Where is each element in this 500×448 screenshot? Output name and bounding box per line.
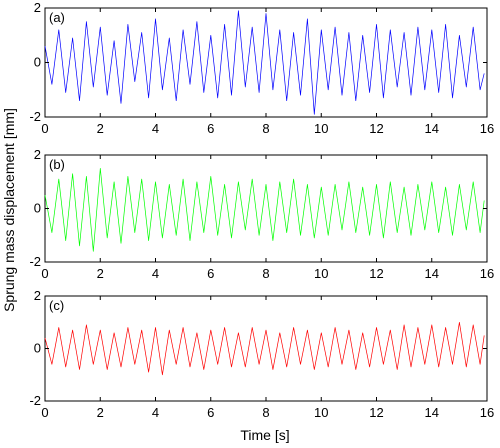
x-tick-label: 6	[207, 405, 214, 420]
y-tick-label: -2	[29, 393, 41, 408]
x-tick-label: 2	[97, 121, 104, 136]
x-tick-label: 4	[152, 266, 159, 281]
x-tick-label: 2	[97, 405, 104, 420]
y-tick-label: 2	[34, 147, 41, 162]
y-tick-label: 2	[34, 288, 41, 303]
panel-label: (c)	[49, 298, 64, 313]
y-tick-label: 2	[34, 0, 41, 15]
x-tick-label: 16	[480, 121, 494, 136]
x-tick-label: 0	[41, 121, 48, 136]
series-line-3-1	[44, 321, 485, 376]
series-line-1-1	[44, 10, 485, 115]
x-tick-label: 16	[480, 405, 494, 420]
x-axis-label: Time [s]	[240, 427, 289, 443]
x-tick-label: 10	[314, 405, 328, 420]
y-axis-label: Sprung mass displacement [mm]	[1, 108, 17, 312]
x-tick-label: 8	[262, 266, 269, 281]
panels-group: 0 2 4 6 8 10 12 14 16-202(a)0 2 4 6 8 10 12 14 16-202(b)…	[29, 0, 494, 420]
x-tick-label: 14	[425, 121, 439, 136]
x-tick-label: 6	[207, 121, 214, 136]
x-tick-label: 12	[369, 121, 383, 136]
panel-2: 0 2 4 6 8 10 12 14 16-202(b)	[29, 147, 494, 281]
x-tick-label: 8	[262, 405, 269, 420]
panel-3: 0 2 4 6 8 10 12 14 16-202(c)	[29, 288, 494, 420]
x-tick-label: 12	[369, 266, 383, 281]
x-tick-label: 0	[41, 266, 48, 281]
x-tick-label: 12	[369, 405, 383, 420]
x-tick-label: 8	[262, 121, 269, 136]
y-tick-label: -2	[29, 254, 41, 269]
y-tick-label: 0	[34, 55, 41, 70]
panel-label: (a)	[49, 10, 65, 25]
x-tick-label: 4	[152, 405, 159, 420]
x-tick-label: 4	[152, 121, 159, 136]
x-tick-label: 2	[97, 266, 104, 281]
panel-1: 0 2 4 6 8 10 12 14 16-202(a)	[29, 0, 494, 136]
plot-frame	[44, 154, 488, 263]
x-tick-label: 6	[207, 266, 214, 281]
x-tick-label: 10	[314, 266, 328, 281]
y-tick-label: 0	[34, 201, 41, 216]
y-tick-label: -2	[29, 109, 41, 124]
x-tick-label: 14	[425, 266, 439, 281]
panel-label: (b)	[49, 157, 65, 172]
y-tick-label: 0	[34, 341, 41, 356]
x-tick-label: 0	[41, 405, 48, 420]
series-line-2-1	[44, 168, 485, 252]
x-tick-label: 10	[314, 121, 328, 136]
x-tick-label: 14	[425, 405, 439, 420]
x-tick-label: 16	[480, 266, 494, 281]
